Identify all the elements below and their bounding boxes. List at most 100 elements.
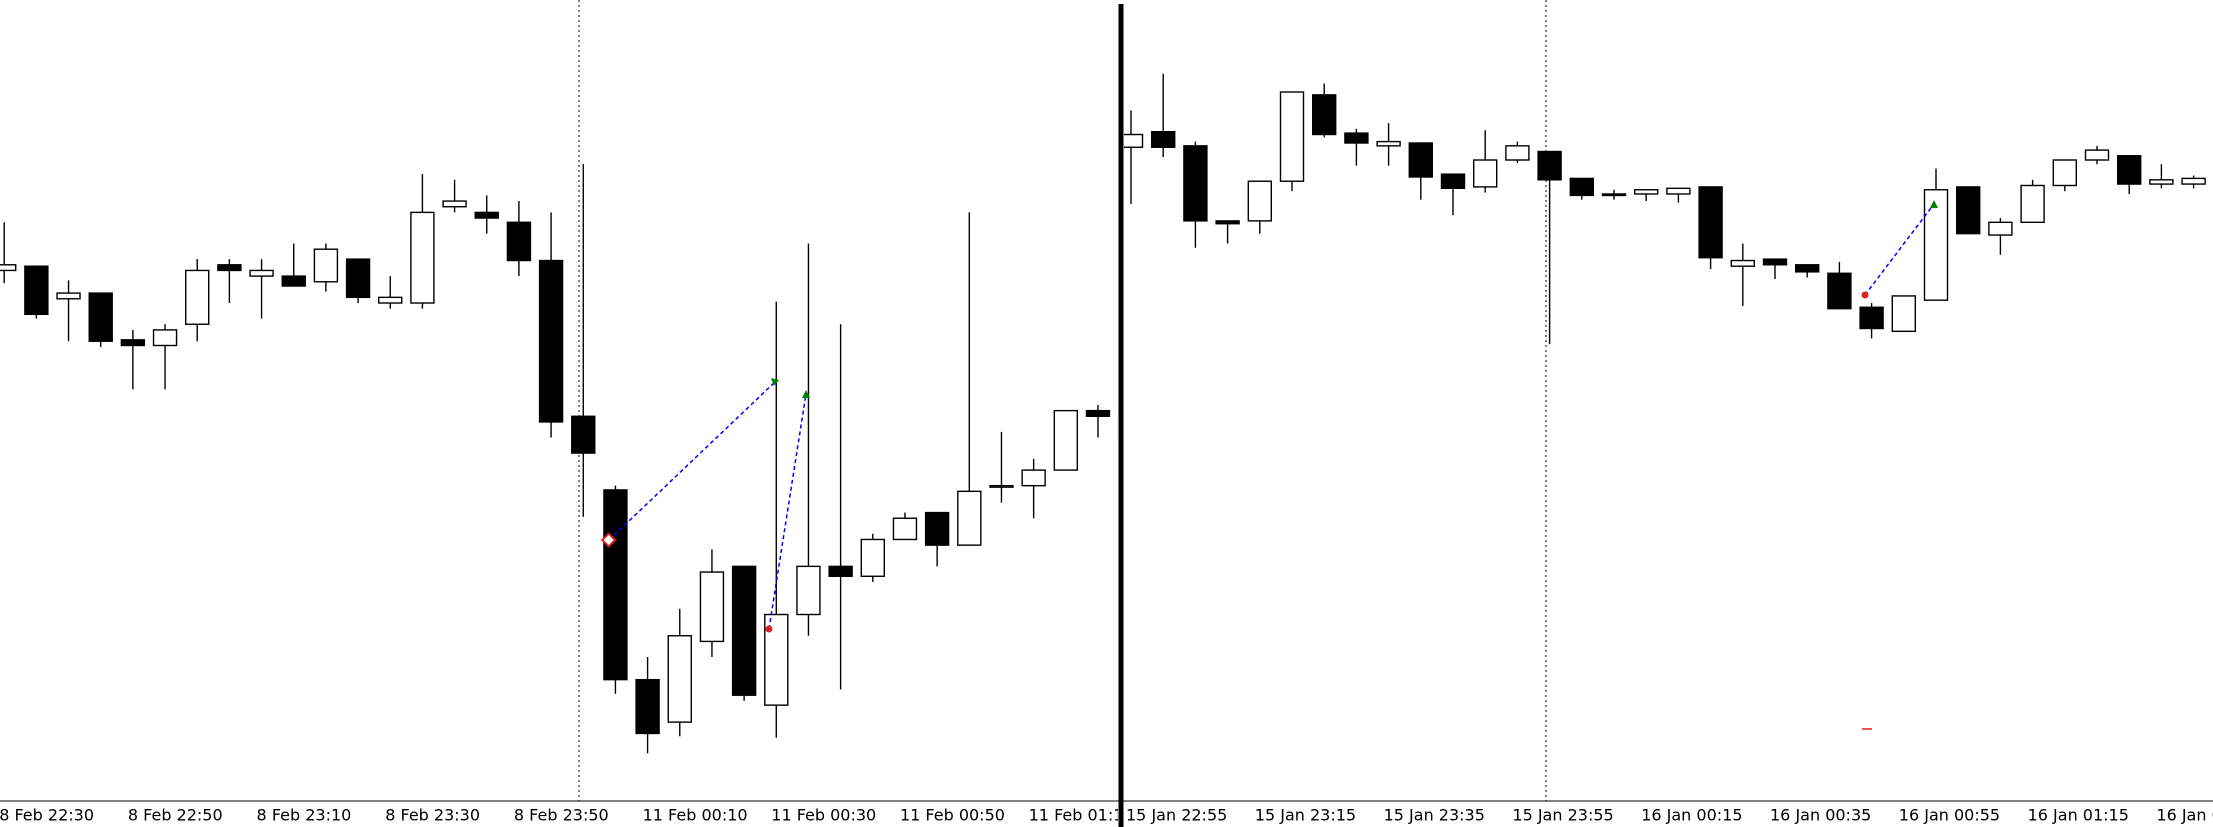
candle-body: [1537, 150, 1562, 181]
entry-marker: [1861, 291, 1869, 299]
candle-body: [345, 258, 371, 299]
candle-body: [2020, 184, 2045, 224]
candle-body: [989, 484, 1014, 488]
candle-body: [217, 264, 242, 272]
candle-body: [88, 292, 113, 342]
candle-body: [1698, 186, 1723, 259]
candle-body: [1923, 189, 1949, 301]
x-tick-label: 16 Jan 01:35: [2156, 806, 2213, 825]
candle-body: [764, 613, 789, 706]
x-tick-label: 16 Jan 00:55: [1899, 806, 2000, 825]
right-panel: 15 Jan 22:55 15 Jan 23:15 15 Jan 23:35 15 J…: [1124, 0, 2213, 825]
candle-body: [1311, 94, 1337, 136]
x-tick-label: 16 Jan 00:15: [1641, 806, 1742, 825]
exit-marker: [1930, 200, 1938, 208]
candle-body: [2181, 177, 2206, 185]
candle-body: [635, 678, 660, 735]
exit-marker: [802, 390, 810, 398]
candle-body: [152, 329, 178, 347]
x-tick-label: 11 Feb 00:50: [900, 806, 1005, 825]
x-tick-label: 11 Feb 01:10: [1029, 806, 1134, 825]
x-tick-label: 15 Jan 22:55: [1126, 806, 1227, 825]
candle-body: [0, 264, 17, 272]
candle-body: [1859, 306, 1884, 330]
exit-marker: [771, 378, 779, 386]
candle-body: [2052, 159, 2078, 187]
x-tick-label: 16 Jan 01:15: [2028, 806, 2129, 825]
candle-body: [828, 565, 853, 577]
x-tick-label: 11 Feb 00:30: [771, 806, 876, 825]
x-tick-label: 8 Feb 23:50: [514, 806, 609, 825]
x-tick-label: 11 Feb 00:10: [643, 806, 748, 825]
candle-body: [924, 511, 950, 546]
trade-line: [768, 393, 807, 630]
candle-body: [1440, 173, 1466, 190]
candle-body: [2084, 149, 2110, 161]
candle-body: [1633, 189, 1659, 195]
candle-body: [731, 565, 757, 696]
candle-body: [1569, 177, 1595, 197]
candle-body: [120, 339, 146, 347]
x-tick-label: 8 Feb 22:50: [128, 806, 223, 825]
candle-body: [1085, 409, 1111, 417]
candle-body: [1408, 142, 1434, 178]
candle-body: [1955, 186, 1981, 235]
candle-body: [1279, 91, 1305, 182]
candle-body: [1601, 193, 1627, 197]
candle-body: [506, 221, 532, 262]
candle-body: [1376, 140, 1401, 147]
candle-body: [1794, 264, 1820, 273]
candle-body: [571, 415, 596, 454]
candle-body: [1344, 132, 1369, 144]
candle-body: [185, 269, 210, 325]
candle-body: [2116, 155, 2142, 185]
candle-body: [378, 296, 403, 304]
candle-body: [1666, 187, 1691, 195]
candle-body: [1183, 145, 1208, 222]
candle-body: [1150, 130, 1176, 148]
x-tick-label: 15 Jan 23:35: [1384, 806, 1485, 825]
entry-marker: [600, 532, 617, 548]
x-tick-label: 8 Feb 23:30: [385, 806, 480, 825]
candle-body: [796, 565, 821, 616]
trade-arrows: [600, 200, 1938, 730]
entry-marker: [765, 625, 773, 633]
candle-body: [1988, 221, 2013, 236]
trade-line: [608, 381, 776, 541]
candle-body: [2149, 179, 2174, 185]
candle-body: [1124, 133, 1144, 148]
candle-body: [1053, 409, 1079, 471]
candle-body: [1472, 159, 1498, 188]
candle-body: [1730, 259, 1756, 267]
candle-body: [281, 275, 306, 287]
left-panel: 8 Feb 22:30 8 Feb 22:50 8 Feb 23:10 8 Feb 2…: [0, 0, 1134, 825]
x-tick-label: 16 Jan 00:35: [1770, 806, 1871, 825]
candle-body: [957, 490, 982, 546]
candle-body: [442, 200, 467, 208]
candle-body: [1891, 295, 1917, 333]
candle-body: [410, 211, 435, 304]
candle-body: [667, 635, 692, 723]
candle-body: [1762, 258, 1788, 266]
candle-body: [538, 259, 564, 423]
candle-body: [313, 248, 339, 283]
candle-body: [249, 269, 274, 277]
trade-line: [1864, 203, 1935, 296]
candle-body: [860, 538, 885, 577]
candle-body: [892, 517, 918, 541]
candle-body: [1827, 272, 1852, 310]
x-tick-label: 8 Feb 23:10: [257, 806, 352, 825]
candle-body: [56, 292, 81, 300]
x-tick-label: 15 Jan 23:15: [1255, 806, 1356, 825]
candle-body: [1505, 145, 1530, 161]
candle-body: [699, 571, 725, 643]
x-tick-label: 15 Jan 23:55: [1512, 806, 1613, 825]
candle-body: [603, 489, 628, 681]
candle-body: [474, 211, 499, 219]
x-tick-label: 8 Feb 22:30: [0, 806, 94, 825]
candle-body: [1021, 469, 1046, 487]
candle-body: [1215, 220, 1240, 225]
candle-body: [24, 265, 49, 316]
